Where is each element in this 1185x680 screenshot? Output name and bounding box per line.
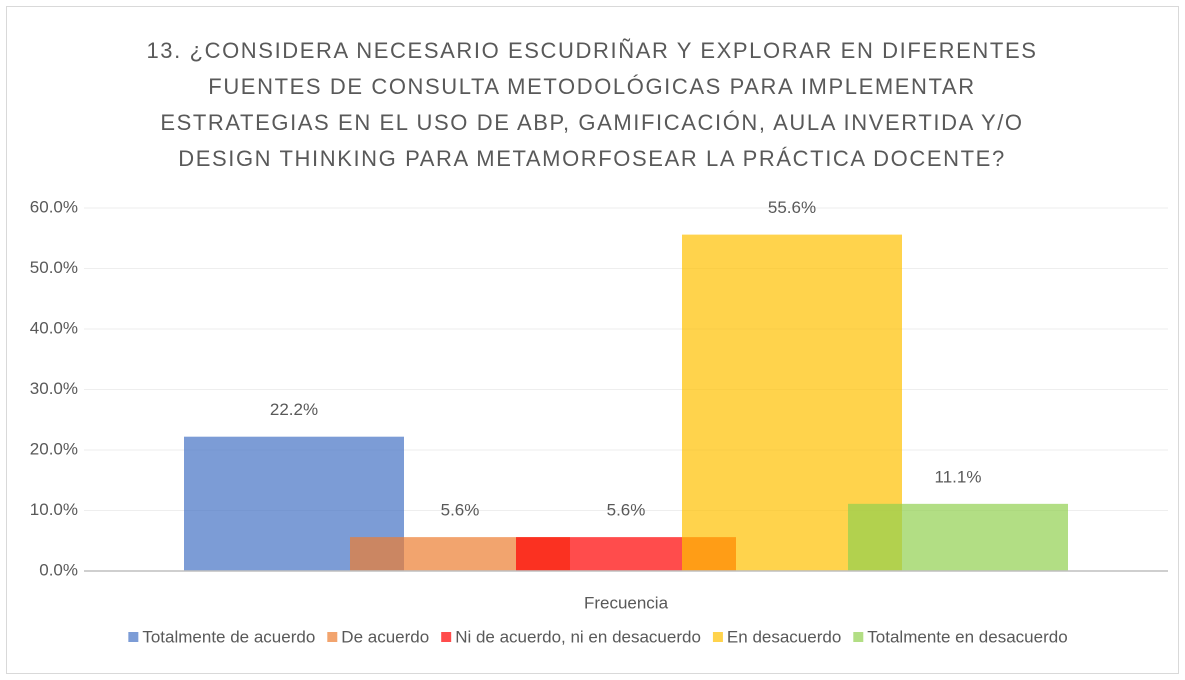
y-tick-label: 20.0% <box>30 439 78 458</box>
data-label: 5.6% <box>607 501 646 520</box>
data-label: 11.1% <box>935 467 982 486</box>
legend-label: Ni de acuerdo, ni en desacuerdo <box>455 627 701 646</box>
data-label: 55.6% <box>768 198 816 217</box>
x-tick-label: Frecuencia <box>584 593 669 612</box>
legend-swatch <box>853 632 864 642</box>
y-tick-label: 0.0% <box>39 560 78 579</box>
legend-label: De acuerdo <box>341 627 429 646</box>
legend-label: Totalmente en desacuerdo <box>867 627 1067 646</box>
chart-title: 13. ¿CONSIDERA NECESARIO ESCUDRIÑAR Y EX… <box>146 38 1037 63</box>
data-label: 5.6% <box>441 501 480 520</box>
legend-swatch <box>327 632 338 642</box>
y-tick-label: 50.0% <box>30 258 78 277</box>
y-tick-label: 30.0% <box>30 379 78 398</box>
chart-title: FUENTES DE CONSULTA METODOLÓGICAS PARA I… <box>208 74 975 99</box>
legend-swatch <box>441 632 452 642</box>
legend-swatch <box>128 632 139 642</box>
y-tick-label: 60.0% <box>30 197 78 216</box>
legend-swatch <box>712 632 723 642</box>
legend-label: Totalmente de acuerdo <box>142 627 315 646</box>
chart-title: ESTRATEGIAS EN EL USO DE ABP, GAMIFICACI… <box>160 110 1023 135</box>
y-tick-label: 40.0% <box>30 318 78 337</box>
legend-label: En desacuerdo <box>727 627 841 646</box>
chart-title: DESIGN THINKING PARA METAMORFOSEAR LA PR… <box>178 146 1006 171</box>
bar <box>848 503 1068 571</box>
y-tick-label: 10.0% <box>30 500 78 519</box>
data-label: 22.2% <box>270 400 318 419</box>
chart-border <box>6 6 1179 674</box>
